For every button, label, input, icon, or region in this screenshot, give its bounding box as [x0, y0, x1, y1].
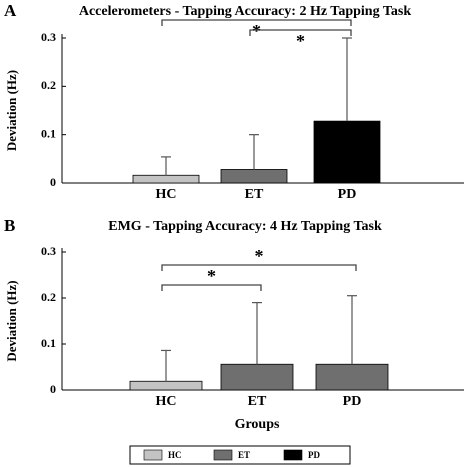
legend-label: ET: [238, 450, 250, 460]
significance-bracket: [249, 29, 352, 36]
chart-title: Accelerometers - Tapping Accuracy: 2 Hz …: [79, 4, 411, 19]
legend-label: HC: [168, 450, 182, 460]
legend-swatch: [213, 449, 233, 461]
chart-title: EMG - Tapping Accuracy: 4 Hz Tapping Tas…: [108, 219, 382, 234]
bar: [220, 363, 294, 391]
y-tick-label: 0.2: [41, 78, 56, 92]
bar: [315, 363, 389, 391]
bar: [129, 380, 203, 391]
significance-bracket: [161, 284, 262, 291]
significance-star: *: [296, 31, 305, 51]
significance-star: *: [207, 266, 216, 286]
y-tick-label: 0: [50, 175, 56, 189]
x-axis-label: Groups: [235, 417, 280, 432]
x-tick-label: PD: [338, 187, 357, 202]
y-tick-label: 0.2: [41, 290, 56, 304]
x-tick-label: HC: [156, 394, 177, 409]
y-axis-label: Deviation (Hz): [4, 70, 19, 151]
bar: [313, 120, 381, 184]
x-tick-label: PD: [343, 394, 362, 409]
significance-bracket: [161, 264, 357, 271]
y-tick-label: 0.1: [41, 126, 56, 140]
significance-star: *: [252, 21, 261, 41]
legend-label: PD: [308, 450, 320, 460]
x-tick-label: HC: [156, 187, 177, 202]
y-tick-label: 0.1: [41, 336, 56, 350]
bar: [220, 169, 288, 184]
panel-label: B: [4, 216, 15, 235]
significance-bracket: [161, 19, 352, 26]
bar: [132, 174, 200, 184]
x-tick-label: ET: [248, 394, 267, 409]
legend-swatch: [283, 449, 303, 461]
panel-label: A: [4, 1, 17, 20]
y-tick-label: 0.3: [41, 30, 56, 44]
y-tick-label: 0: [50, 382, 56, 396]
significance-star: *: [255, 246, 264, 266]
y-tick-label: 0.3: [41, 244, 56, 258]
x-tick-label: ET: [245, 187, 264, 202]
legend-swatch: [143, 449, 163, 461]
y-axis-label: Deviation (Hz): [4, 280, 19, 361]
